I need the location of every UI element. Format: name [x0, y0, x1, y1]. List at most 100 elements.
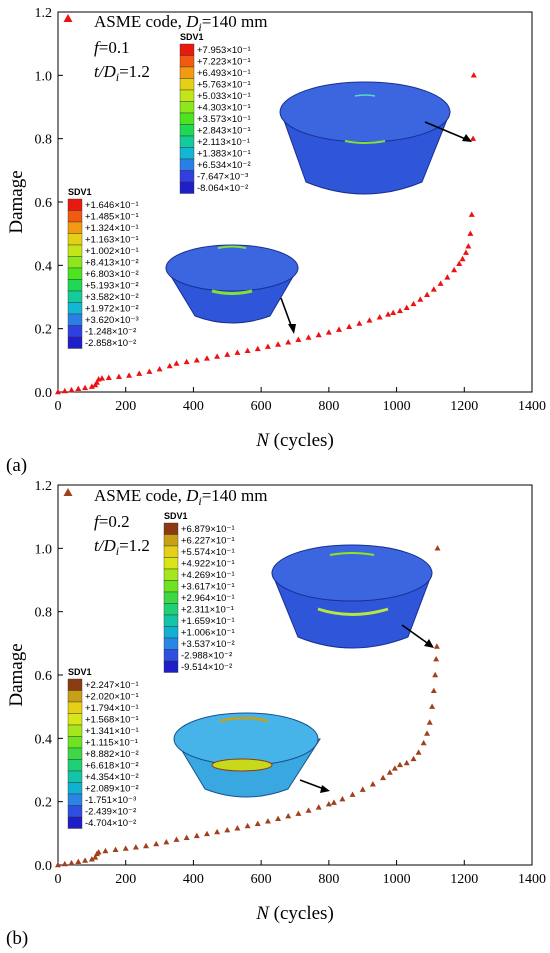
data-point-a-27	[275, 341, 282, 347]
contour-value-a-0-9: +1.383×10⁻¹	[197, 149, 251, 160]
data-point-b-40	[396, 761, 403, 768]
x-tick-label-a-7: 1400	[518, 399, 546, 414]
data-point-a-51	[462, 249, 469, 255]
data-point-a-19	[193, 357, 200, 363]
data-point-b-28	[295, 810, 302, 816]
x-tick-label-b-2: 400	[183, 872, 204, 887]
y-tick-label-a-1: 0.2	[35, 323, 53, 338]
data-point-b-6	[92, 854, 99, 860]
contour-value-b-1-0: +2.247×10⁻¹	[85, 680, 139, 691]
arrow-a-2	[280, 297, 293, 329]
contour-swatch-a-1-8	[67, 290, 83, 303]
x-tick-label-b-7: 1400	[518, 872, 546, 887]
data-point-b-5	[88, 856, 95, 862]
y-tick-label-a-4: 0.8	[35, 133, 53, 148]
data-point-b-21	[224, 826, 231, 833]
data-point-a-17	[173, 360, 180, 366]
data-point-a-11	[115, 373, 122, 379]
data-point-b-41	[403, 759, 410, 766]
x-tick-label-a-0: 0	[55, 399, 62, 414]
data-point-b-19	[203, 830, 210, 837]
contour-swatch-b-0-3	[163, 557, 179, 570]
data-point-b-51	[433, 643, 440, 649]
contour-swatch-b-1-11	[67, 805, 83, 818]
contour-swatch-a-1-12	[67, 336, 83, 349]
contour-swatch-a-1-5	[67, 256, 83, 269]
data-point-a-42	[410, 300, 417, 307]
data-point-b-0	[55, 861, 61, 868]
contour-value-a-1-8: +3.582×10⁻²	[85, 292, 139, 303]
y-tick-label-b-0: 0.0	[35, 859, 53, 874]
x-tick-label-b-0: 0	[55, 872, 62, 887]
contour-swatch-b-0-0	[163, 522, 179, 535]
data-point-a-38	[385, 311, 392, 317]
contour-swatch-a-0-0	[179, 43, 195, 56]
contour-value-a-0-12: -8.064×10⁻²	[197, 183, 248, 194]
data-point-a-21	[214, 353, 221, 359]
contour-value-b-1-6: +8.882×10⁻²	[85, 749, 139, 760]
x-axis-label-a: N (cycles)	[255, 430, 334, 451]
x-tick-label-b-3: 600	[251, 872, 272, 887]
x-tick-label-a-3: 600	[251, 399, 272, 414]
data-point-b-47	[429, 703, 436, 709]
data-point-a-56	[470, 72, 477, 78]
param-t-b: t/Di=1.2	[94, 536, 150, 558]
contour-swatch-a-0-9	[179, 147, 195, 160]
data-point-b-36	[369, 781, 376, 787]
contour-value-a-0-1: +7.223×10⁻¹	[197, 57, 251, 68]
x-tick-label-a-2: 400	[183, 399, 204, 414]
contour-value-a-0-11: -7.647×10⁻³	[197, 172, 248, 183]
cone-model-b-2	[173, 712, 321, 798]
arrow-b-2	[299, 779, 325, 790]
data-point-b-50	[433, 655, 440, 662]
data-point-a-18	[183, 358, 190, 365]
data-point-b-26	[275, 815, 282, 821]
contour-value-b-1-1: +2.020×10⁻¹	[85, 692, 139, 703]
cone-model-b-1	[271, 544, 433, 649]
data-point-b-45	[424, 730, 431, 736]
contour-legend-title-b-1: SDV1	[68, 667, 92, 677]
contour-swatch-b-1-2	[67, 701, 83, 714]
data-point-a-30	[305, 334, 312, 340]
x-tick-label-a-6: 1200	[450, 399, 478, 414]
y-tick-label-a-5: 1.0	[35, 69, 53, 84]
data-point-b-17	[183, 834, 190, 840]
data-point-a-5	[88, 383, 95, 389]
contour-value-a-0-2: +6.493×10⁻¹	[197, 68, 251, 79]
contour-value-b-0-3: +4.922×10⁻¹	[181, 559, 235, 570]
contour-swatch-b-0-4	[163, 568, 179, 581]
contour-swatch-b-1-10	[67, 793, 83, 806]
contour-value-a-1-10: +3.620×10⁻³	[85, 315, 139, 326]
contour-value-a-0-0: +7.953×10⁻¹	[197, 45, 251, 56]
contour-value-a-1-0: +1.646×10⁻¹	[85, 200, 139, 211]
data-point-b-52	[434, 545, 441, 551]
y-tick-label-a-0: 0.0	[35, 386, 53, 401]
contour-swatch-a-1-11	[67, 325, 83, 338]
data-point-b-8	[95, 849, 102, 855]
data-point-a-32	[325, 329, 332, 335]
data-point-b-13	[143, 842, 150, 849]
data-point-a-36	[366, 317, 373, 323]
data-point-a-50	[459, 255, 466, 262]
contour-swatch-a-1-3	[67, 233, 83, 246]
data-point-a-39	[390, 309, 397, 316]
data-point-a-54	[468, 211, 475, 217]
contour-value-a-1-4: +1.002×10⁻¹	[85, 246, 139, 257]
contour-value-b-1-8: +4.354×10⁻²	[85, 772, 139, 783]
contour-value-b-0-11: -2.988×10⁻²	[181, 651, 232, 662]
param-f-a: f=0.1	[94, 38, 130, 57]
contour-value-a-1-6: +6.803×10⁻²	[85, 269, 139, 280]
data-point-b-24	[254, 820, 261, 827]
data-point-b-25	[264, 818, 271, 824]
x-tick-label-a-4: 800	[318, 399, 339, 414]
data-point-a-28	[285, 339, 292, 345]
x-tick-label-a-5: 1000	[383, 399, 411, 414]
y-axis-label-a: Damage	[6, 170, 27, 233]
contour-value-a-0-6: +3.573×10⁻¹	[197, 114, 251, 125]
data-point-b-37	[380, 774, 387, 781]
data-point-b-32	[330, 799, 337, 805]
data-point-b-20	[214, 828, 221, 835]
data-point-b-39	[391, 765, 398, 771]
contour-swatch-a-1-7	[67, 279, 83, 292]
contour-value-a-1-2: +1.324×10⁻¹	[85, 223, 139, 234]
